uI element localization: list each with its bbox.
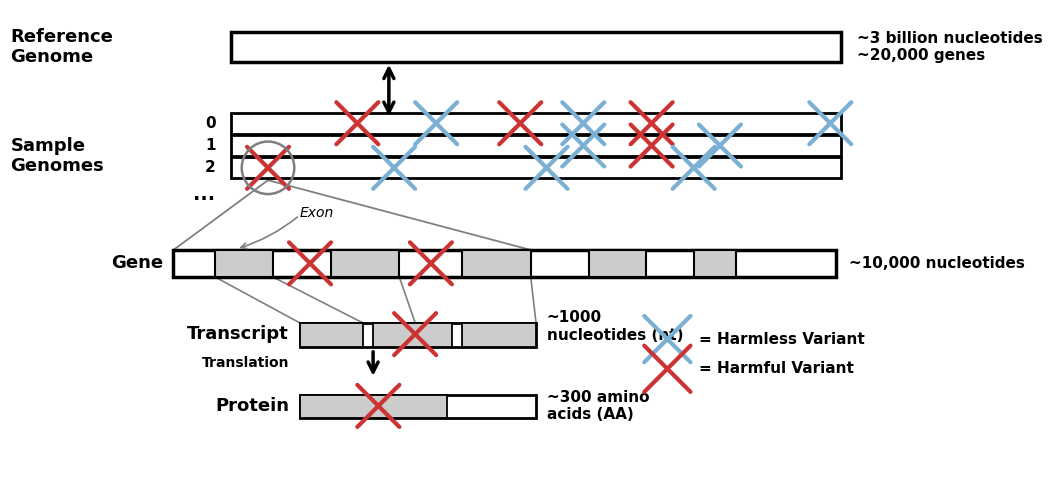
Bar <box>173 250 836 277</box>
Bar <box>373 323 452 346</box>
Bar <box>462 323 536 346</box>
Bar <box>215 250 273 277</box>
Text: Sample
Genomes: Sample Genomes <box>11 137 104 175</box>
Text: ~3 billion nucleotides
~20,000 genes: ~3 billion nucleotides ~20,000 genes <box>857 31 1043 63</box>
Text: Gene: Gene <box>110 254 163 272</box>
Bar <box>589 250 646 277</box>
Text: Transcript: Transcript <box>187 325 289 343</box>
Text: 2: 2 <box>205 160 215 175</box>
Text: Translation: Translation <box>202 356 289 370</box>
Text: = Harmful Variant: = Harmful Variant <box>699 361 853 376</box>
Text: ...: ... <box>193 185 215 204</box>
Bar <box>231 135 841 156</box>
Text: Protein: Protein <box>215 397 289 415</box>
Text: = Harmless Variant: = Harmless Variant <box>699 332 865 346</box>
Bar <box>331 250 399 277</box>
Text: Exon: Exon <box>300 206 334 220</box>
Bar <box>231 32 841 62</box>
Text: ~10,000 nucleotides: ~10,000 nucleotides <box>849 256 1025 271</box>
Text: ~300 amino
acids (AA): ~300 amino acids (AA) <box>547 390 650 422</box>
Bar <box>231 157 841 178</box>
Text: ~1000
nucleotides (nt): ~1000 nucleotides (nt) <box>547 310 683 343</box>
Bar <box>300 323 536 346</box>
Bar <box>300 395 447 418</box>
Bar <box>300 323 363 346</box>
Bar <box>300 395 536 418</box>
Bar <box>462 250 531 277</box>
Text: Reference
Genome: Reference Genome <box>11 28 114 66</box>
Bar <box>231 113 841 134</box>
Text: 0: 0 <box>205 116 215 131</box>
Text: 1: 1 <box>205 138 215 153</box>
Bar <box>694 250 736 277</box>
